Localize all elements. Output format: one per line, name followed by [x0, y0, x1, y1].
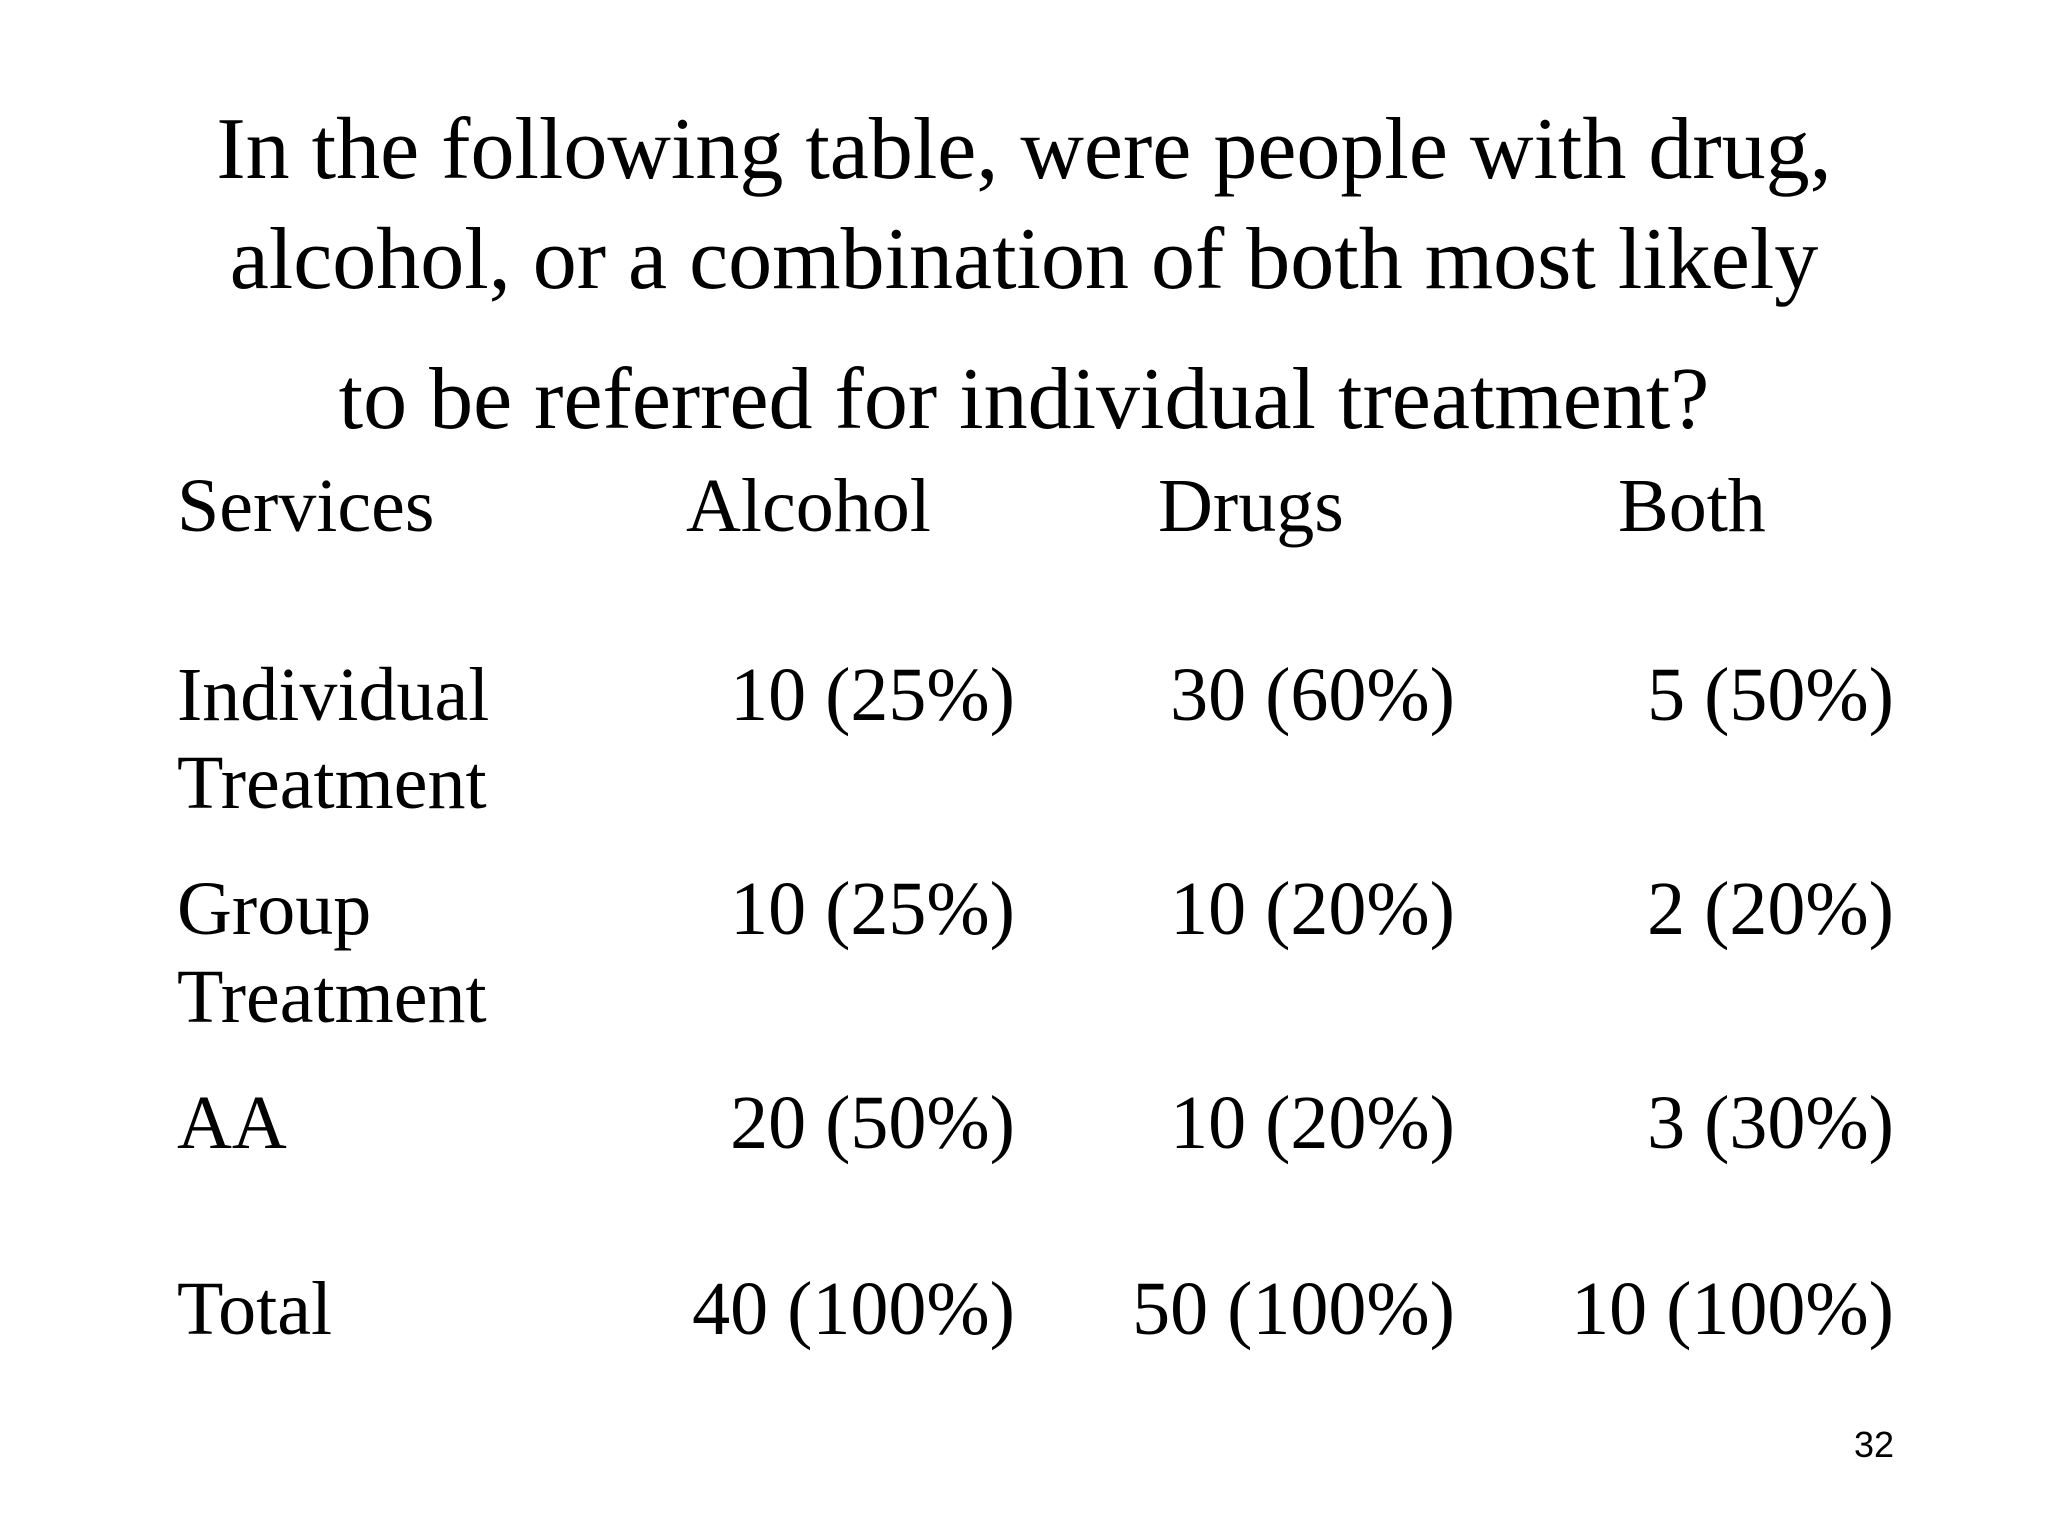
cell-aa-alcohol: 20 (50%): [730, 1081, 1015, 1165]
slide-title: In the following table, were people with…: [0, 95, 2048, 455]
title-line-2: alcohol, or a combination of both most l…: [229, 211, 1819, 308]
row-label-group-2: Treatment: [177, 955, 487, 1039]
row-label-total: Total: [177, 1267, 333, 1351]
cell-total-alcohol: 40 (100%): [692, 1267, 1015, 1351]
header-both: Both: [1618, 464, 1766, 548]
title-line-1: In the following table, were people with…: [216, 101, 1832, 198]
cell-group-drugs: 10 (20%): [1170, 867, 1455, 951]
row-label-group: Group: [177, 867, 372, 951]
row-label-individual-2: Treatment: [177, 741, 487, 825]
row-label-aa: AA: [177, 1081, 287, 1165]
header-alcohol: Alcohol: [686, 464, 931, 548]
row-label-individual: Individual: [177, 653, 490, 737]
cell-group-both: 2 (20%): [1647, 867, 1894, 951]
header-services: Services: [177, 464, 435, 548]
cell-total-drugs: 50 (100%): [1132, 1267, 1455, 1351]
cell-aa-drugs: 10 (20%): [1170, 1081, 1455, 1165]
cell-group-alcohol: 10 (25%): [730, 867, 1015, 951]
cell-individual-both: 5 (50%): [1647, 653, 1894, 737]
cell-aa-both: 3 (30%): [1647, 1081, 1894, 1165]
cell-individual-drugs: 30 (60%): [1170, 653, 1455, 737]
cell-total-both: 10 (100%): [1571, 1267, 1894, 1351]
cell-individual-alcohol: 10 (25%): [730, 653, 1015, 737]
header-drugs: Drugs: [1158, 464, 1344, 548]
page-number: 32: [1853, 1424, 1894, 1465]
title-line-3: to be referred for individual treatment?: [338, 351, 1710, 448]
